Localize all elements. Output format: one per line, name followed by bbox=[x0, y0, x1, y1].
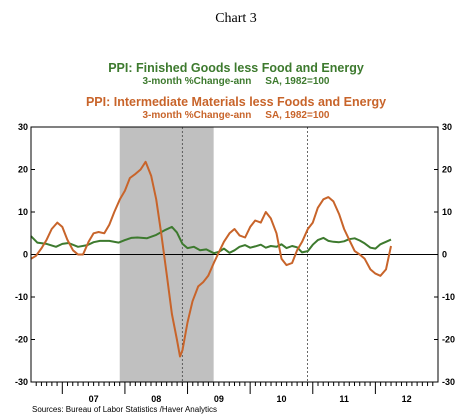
y-tick-label-right--20: -20 bbox=[442, 335, 455, 345]
y-tick-label-left--30: -30 bbox=[15, 377, 28, 387]
y-axis-left: 30 20 10 0 -10 -20 -30 bbox=[15, 122, 35, 387]
y-tick-label-right-0: 0 bbox=[442, 250, 447, 260]
x-tick-label-09: 09 bbox=[214, 394, 224, 404]
y-tick-label-left-30: 30 bbox=[18, 122, 28, 132]
series-lines bbox=[30, 160, 392, 358]
series-subtitle-finished-goods: 3-month %Change-ann SA, 1982=100 bbox=[143, 76, 330, 87]
x-tick-label-08: 08 bbox=[151, 394, 161, 404]
y-tick-label-right-30: 30 bbox=[442, 122, 452, 132]
y-tick-label-right-20: 20 bbox=[442, 165, 452, 175]
x-tick-label-12: 12 bbox=[402, 394, 412, 404]
y-tick-label-right-10: 10 bbox=[442, 207, 452, 217]
y-tick-label-left-10: 10 bbox=[18, 207, 28, 217]
x-tick-label-07: 07 bbox=[89, 394, 99, 404]
x-tick-label-11: 11 bbox=[339, 394, 349, 404]
vertical-dashed-lines bbox=[181, 127, 308, 382]
series-title-finished-goods: PPI: Finished Goods less Food and Energy bbox=[108, 61, 364, 75]
y-tick-label-right--30: -30 bbox=[442, 377, 455, 387]
series-title-intermediate-materials: PPI: Intermediate Materials less Foods a… bbox=[86, 95, 386, 109]
series-subtitle-intermediate-materials: 3-month %Change-ann SA, 1982=100 bbox=[143, 110, 330, 121]
y-tick-label-left-0: 0 bbox=[23, 250, 28, 260]
y-tick-label-left-20: 20 bbox=[18, 165, 28, 175]
series-line-0 bbox=[30, 225, 392, 255]
y-tick-label-left--20: -20 bbox=[15, 335, 28, 345]
y-tick-label-right--10: -10 bbox=[442, 292, 455, 302]
series-line-1 bbox=[30, 160, 392, 358]
source-note: Sources: Bureau of Labor Statistics /Hav… bbox=[32, 405, 217, 414]
y-axis-right: 30 20 10 0 -10 -20 -30 bbox=[434, 122, 455, 387]
x-axis: 07 08 09 10 11 12 bbox=[35, 382, 434, 404]
x-tick-label-10: 10 bbox=[276, 394, 286, 404]
chart-title: Chart 3 bbox=[215, 11, 257, 26]
y-tick-label-left--10: -10 bbox=[15, 292, 28, 302]
